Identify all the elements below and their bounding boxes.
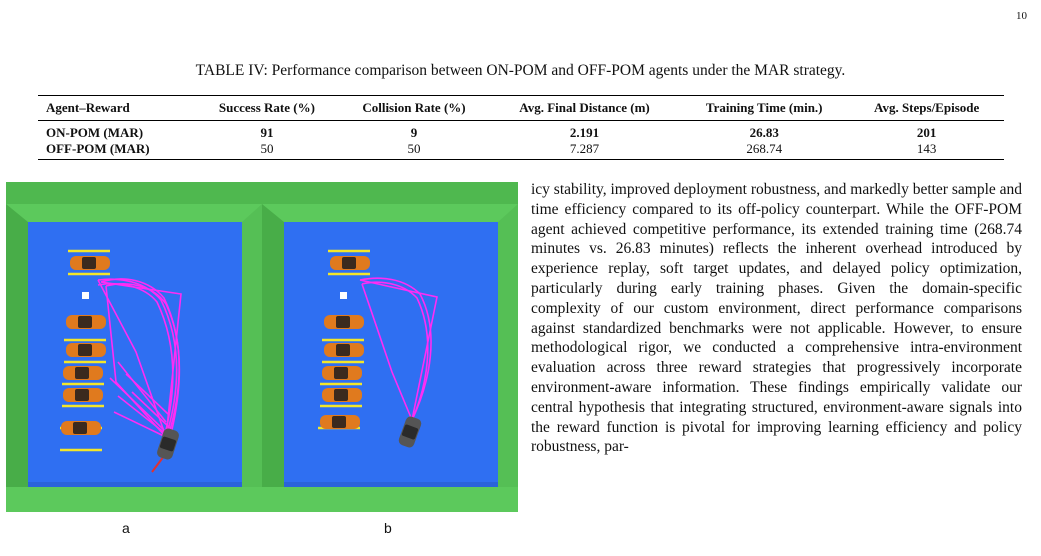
performance-table: Agent–Reward Success Rate (%) Collision …: [38, 95, 1004, 160]
header-agent-reward: Agent–Reward: [38, 95, 196, 121]
goal-marker: [340, 292, 347, 299]
figure-label-b: b: [384, 520, 392, 536]
trajectory-paths: [359, 277, 438, 421]
table-row-off-pom: OFF-POM (MAR) 50 50 7.287 268.74 143: [38, 140, 1004, 160]
table-caption: TABLE IV: Performance comparison between…: [195, 62, 846, 79]
header-final-distance: Avg. Final Distance (m): [489, 95, 680, 121]
table-row-on-pom: ON-POM (MAR) 91 9 2.191 26.83 201: [38, 121, 1004, 141]
parked-cars: [61, 256, 110, 435]
cell-agent: OFF-POM (MAR): [38, 140, 196, 160]
header-collision-rate: Collision Rate (%): [337, 95, 490, 121]
parking-scene-b: [262, 182, 518, 512]
cell-steps: 143: [849, 140, 1004, 160]
trajectory-paths: [97, 278, 182, 439]
body-paragraph: icy stability, improved deployment robus…: [531, 181, 1023, 456]
parking-scene-a: [6, 182, 262, 512]
agent-car-a: [157, 428, 179, 460]
table-header-row: Agent–Reward Success Rate (%) Collision …: [38, 95, 1004, 121]
parking-lot: [28, 222, 242, 487]
cell-success: 91: [260, 124, 274, 140]
figure-label-a: a: [122, 520, 130, 536]
header-success-rate: Success Rate (%): [195, 95, 338, 121]
cell-agent: ON-POM (MAR): [46, 124, 144, 140]
figure-panel-a: [6, 182, 262, 512]
cell-collision: 9: [410, 124, 418, 140]
cell-distance: 7.287: [489, 140, 680, 160]
cell-time: 268.74: [679, 140, 850, 160]
cell-collision: 50: [337, 140, 490, 160]
cell-time: 26.83: [749, 124, 779, 140]
parking-lot: [284, 222, 498, 487]
header-steps-episode: Avg. Steps/Episode: [849, 95, 1004, 121]
agent-car-b: [398, 416, 422, 448]
header-training-time: Training Time (min.): [679, 95, 850, 121]
parked-cars: [320, 256, 370, 429]
goal-marker: [82, 292, 89, 299]
page-number: 10: [1016, 10, 1027, 22]
cell-distance: 2.191: [569, 124, 600, 140]
cell-success: 50: [195, 140, 338, 160]
figure-panel-b: [262, 182, 518, 512]
cell-steps: 201: [916, 124, 937, 140]
